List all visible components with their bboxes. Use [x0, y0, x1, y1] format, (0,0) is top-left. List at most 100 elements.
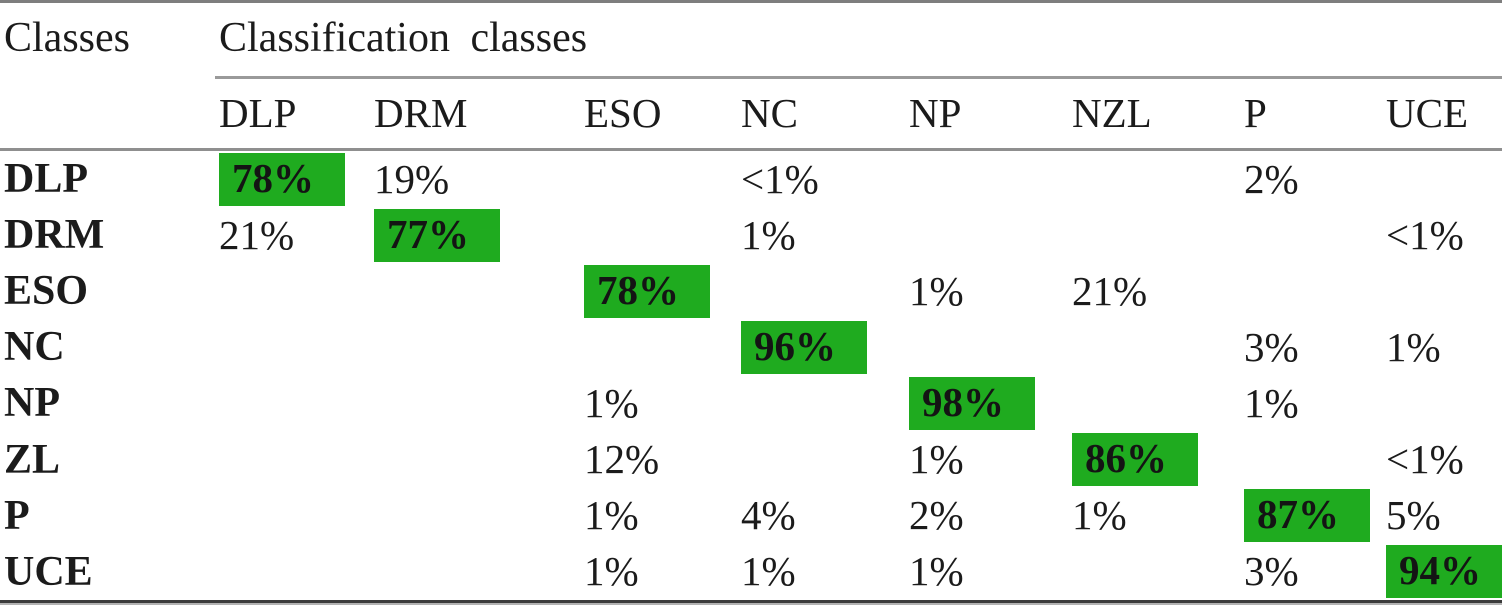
matrix-cell: 94% [1382, 543, 1502, 603]
matrix-cell: 19% [374, 155, 450, 202]
matrix-cell: 21% [219, 211, 295, 258]
matrix-cell: 78% [580, 263, 737, 319]
highlighted-diagonal-value: 77% [374, 208, 500, 262]
highlighted-diagonal-value: 94% [1386, 545, 1502, 599]
matrix-cell: 3% [1244, 323, 1299, 370]
highlighted-diagonal-value: 78% [584, 264, 710, 318]
matrix-cell [215, 263, 370, 319]
table-row-drm: DRM 21% 77% 1% <1% [0, 207, 1502, 263]
matrix-cell: 96% [737, 319, 905, 375]
matrix-cell [905, 319, 1068, 375]
matrix-cell [1068, 207, 1240, 263]
highlighted-diagonal-value: 86% [1072, 433, 1198, 487]
matrix-cell: <1% [1386, 211, 1464, 258]
matrix-cell [215, 543, 370, 603]
column-header-dlp: DLP [215, 77, 370, 151]
matrix-cell: 21% [1072, 267, 1148, 314]
matrix-cell [580, 319, 737, 375]
classes-header: Classes [0, 1, 215, 151]
highlighted-diagonal-value: 98% [909, 376, 1035, 431]
column-header-drm: DRM [370, 77, 580, 151]
matrix-cell [905, 150, 1068, 208]
matrix-cell [215, 375, 370, 431]
matrix-cell: 1% [909, 436, 964, 483]
matrix-cell [1382, 375, 1502, 431]
matrix-cell: 1% [1072, 492, 1127, 539]
row-label: NP [4, 380, 60, 427]
highlighted-diagonal-value: 96% [741, 320, 867, 374]
matrix-cell [1382, 263, 1502, 319]
matrix-cell: 1% [909, 267, 964, 314]
matrix-cell [1068, 319, 1240, 375]
row-label: P [4, 492, 30, 539]
matrix-cell [1382, 150, 1502, 208]
matrix-cell: 78% [215, 150, 370, 208]
table-row-nc: NC 96% 3% 1% [0, 319, 1502, 375]
row-label: ESO [4, 268, 89, 315]
table-row-zl: ZL 12% 1% 86% <1% [0, 432, 1502, 488]
matrix-cell [370, 375, 580, 431]
matrix-cell: 87% [1240, 488, 1382, 544]
matrix-cell: 2% [1244, 155, 1299, 202]
matrix-cell: 1% [1244, 379, 1299, 426]
column-header-row: DLP DRM ESO NC NP NZL P UCE [0, 77, 1502, 151]
column-header-nzl: NZL [1068, 77, 1240, 151]
matrix-cell: 98% [905, 375, 1068, 431]
matrix-cell [370, 543, 580, 603]
matrix-cell [580, 150, 737, 208]
table-row-eso: ESO 78% 1% 21% [0, 263, 1502, 319]
matrix-cell [1068, 375, 1240, 431]
matrix-cell: 3% [1240, 543, 1382, 603]
matrix-cell [215, 488, 370, 544]
matrix-cell [370, 263, 580, 319]
matrix-cell [215, 319, 370, 375]
classification-classes-header: Classification classes [215, 1, 1502, 79]
matrix-cell [580, 207, 737, 263]
matrix-cell [737, 375, 905, 431]
matrix-cell: 77% [370, 207, 580, 263]
column-header-p: P [1240, 77, 1382, 151]
group-header-row: Classes Classification classes [0, 1, 1502, 151]
matrix-cell [370, 432, 580, 488]
table-row-dlp: DLP 78% 19% <1% 2% [0, 150, 1502, 208]
highlighted-diagonal-value: 87% [1244, 489, 1370, 543]
row-label: DLP [4, 156, 88, 202]
matrix-cell: 1% [741, 211, 796, 258]
matrix-cell: 12% [584, 436, 660, 483]
matrix-cell: 2% [909, 492, 964, 539]
matrix-cell [1068, 543, 1240, 603]
table-row-np: NP 1% 98% 1% [0, 375, 1502, 431]
table-row-p: P 1% 4% 2% 1% 87% 5% [0, 488, 1502, 544]
matrix-cell: 86% [1068, 432, 1240, 488]
highlighted-diagonal-value: 78% [219, 152, 345, 206]
column-header-np: NP [905, 77, 1068, 151]
matrix-cell [370, 319, 580, 375]
matrix-cell: 1% [580, 543, 737, 603]
matrix-cell [1240, 263, 1382, 319]
matrix-cell: 5% [1386, 492, 1441, 539]
row-label: DRM [4, 212, 105, 259]
matrix-cell [1240, 432, 1382, 488]
matrix-cell [737, 432, 905, 488]
matrix-cell [1240, 207, 1382, 263]
column-header-nc: NC [737, 77, 905, 151]
matrix-cell [1068, 150, 1240, 208]
row-label: ZL [4, 436, 61, 483]
matrix-cell [905, 207, 1068, 263]
table-row-uce: UCE 1% 1% 1% 3% 94% [0, 543, 1502, 603]
row-label: UCE [0, 543, 215, 603]
row-label: NC [4, 324, 65, 371]
matrix-cell: 4% [741, 492, 796, 539]
column-header-eso: ESO [580, 77, 737, 151]
matrix-cell [370, 488, 580, 544]
matrix-cell [737, 263, 905, 319]
matrix-cell: <1% [741, 155, 819, 202]
matrix-cell [215, 432, 370, 488]
matrix-cell: <1% [1386, 436, 1464, 483]
column-header-uce: UCE [1382, 77, 1502, 151]
matrix-cell: 1% [737, 543, 905, 603]
matrix-cell: 1% [1386, 323, 1441, 370]
matrix-cell: 1% [584, 379, 639, 426]
